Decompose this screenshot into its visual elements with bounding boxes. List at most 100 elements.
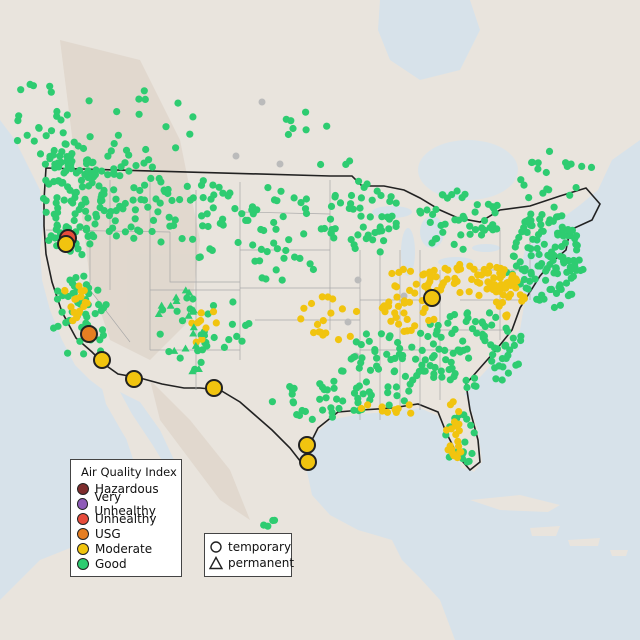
station-good xyxy=(301,407,309,416)
station-good xyxy=(53,295,62,303)
station-good xyxy=(269,516,277,525)
station-good xyxy=(85,97,93,105)
station-good xyxy=(524,285,532,293)
station-good xyxy=(569,272,578,280)
station-moderate xyxy=(455,442,463,450)
station-good xyxy=(327,404,335,412)
station-permanent xyxy=(189,323,198,331)
station-good xyxy=(209,204,217,212)
good-stations xyxy=(13,80,596,530)
station-good xyxy=(112,207,120,215)
station-good xyxy=(233,332,241,340)
station-good xyxy=(572,184,580,192)
station-good xyxy=(127,223,135,231)
station-good xyxy=(378,213,386,221)
station-good xyxy=(141,95,149,103)
station-good xyxy=(463,345,471,353)
station-good xyxy=(264,184,272,192)
station-good xyxy=(354,231,362,239)
station-permanent xyxy=(170,346,179,354)
legend-item-very-unhealthy: Very Unhealthy xyxy=(77,490,181,518)
station-good xyxy=(145,156,153,164)
station-moderate xyxy=(297,315,305,323)
station-good xyxy=(155,174,163,183)
station-good xyxy=(553,270,562,278)
station-moderate xyxy=(503,279,511,287)
station-good xyxy=(130,234,138,242)
station-moderate xyxy=(420,270,428,278)
station-good xyxy=(502,341,510,349)
station-good xyxy=(84,232,92,240)
station-moderate xyxy=(423,289,441,307)
station-good xyxy=(453,187,461,195)
station-moderate xyxy=(394,302,402,310)
station-good xyxy=(409,376,417,384)
station-good xyxy=(492,375,500,383)
station-good xyxy=(478,224,486,232)
station-good xyxy=(360,183,368,191)
station-moderate xyxy=(438,282,446,290)
station-good xyxy=(164,189,172,198)
station-good xyxy=(98,167,106,175)
station-good xyxy=(415,367,423,375)
legend-item-unhealthy: Unhealthy xyxy=(77,512,156,526)
station-good xyxy=(527,245,535,253)
station-good xyxy=(91,310,99,318)
station-good xyxy=(459,245,467,253)
station-good xyxy=(471,226,480,234)
station-good xyxy=(80,350,88,358)
legend-label: Moderate xyxy=(95,542,153,556)
station-good xyxy=(225,336,233,344)
station-permanent xyxy=(189,329,198,337)
station-good xyxy=(546,216,554,224)
station-good xyxy=(248,206,256,214)
station-good xyxy=(162,123,170,131)
station-moderate xyxy=(393,293,401,301)
station-good xyxy=(197,358,205,366)
station-moderate xyxy=(441,264,449,272)
station-good xyxy=(220,343,228,351)
station-good xyxy=(204,222,212,231)
legend-title: Air Quality Index xyxy=(81,465,177,479)
station-good xyxy=(460,215,468,223)
station-good xyxy=(539,189,547,197)
station-good xyxy=(55,163,63,171)
station-good xyxy=(257,225,265,234)
legend-item-temporary: temporary xyxy=(209,540,291,554)
station-good xyxy=(578,162,586,170)
station-good xyxy=(204,310,212,318)
station-good xyxy=(129,196,137,204)
station-moderate xyxy=(443,275,451,283)
station-good xyxy=(526,277,534,285)
station-good xyxy=(374,365,383,373)
station-moderate xyxy=(406,267,415,275)
station-good xyxy=(559,232,567,240)
station-good xyxy=(451,325,459,333)
station-good xyxy=(504,327,512,335)
station-good xyxy=(149,216,158,224)
station-moderate xyxy=(71,295,79,303)
station-good xyxy=(15,112,23,120)
station-moderate xyxy=(456,260,464,269)
station-good xyxy=(110,169,118,177)
station-good xyxy=(563,162,571,170)
station-good xyxy=(134,226,142,234)
hudson-bay xyxy=(378,0,480,80)
station-moderate xyxy=(430,315,438,323)
station-moderate xyxy=(421,304,429,312)
station-good xyxy=(396,344,404,353)
station-good xyxy=(488,321,496,329)
station-moderate xyxy=(483,285,491,293)
legend-label: Good xyxy=(95,557,127,571)
station-good xyxy=(517,332,525,340)
station-good xyxy=(270,218,278,227)
station-good xyxy=(95,182,103,190)
station-good xyxy=(273,197,281,205)
station-good xyxy=(135,95,143,103)
station-good xyxy=(465,354,473,362)
station-moderate xyxy=(430,266,438,274)
station-moderate xyxy=(125,370,143,388)
station-good xyxy=(540,240,548,248)
station-moderate xyxy=(502,313,510,321)
station-moderate xyxy=(57,235,75,253)
